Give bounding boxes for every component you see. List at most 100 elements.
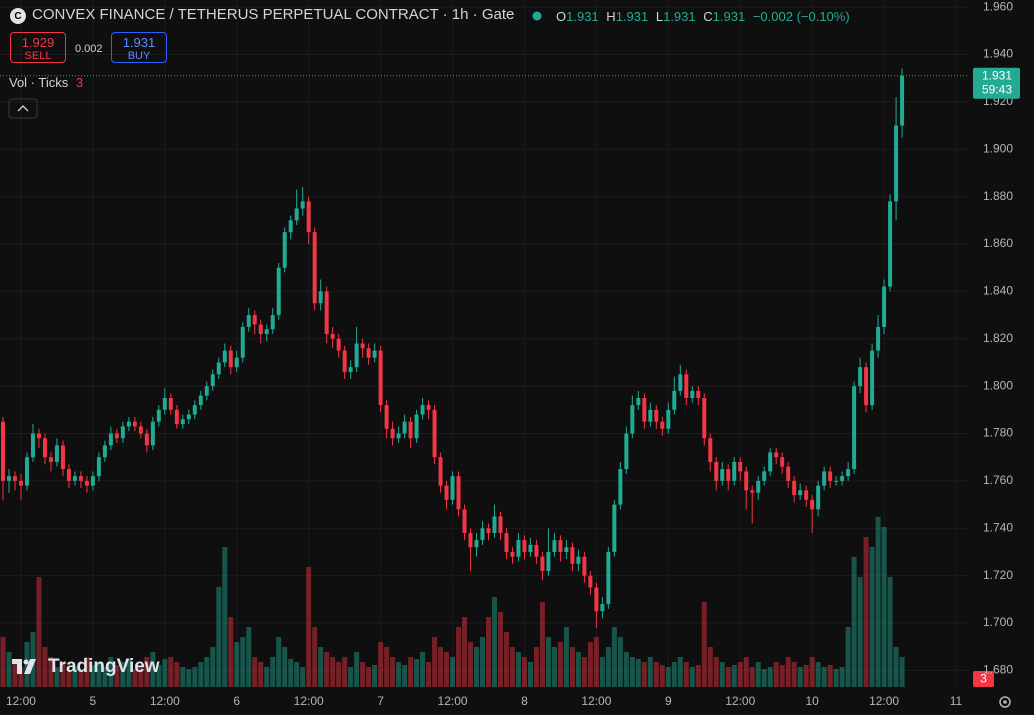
volume-bar: [288, 659, 294, 687]
candle-body: [768, 452, 773, 472]
volume-bar: [791, 662, 797, 687]
volume-bar: [144, 657, 150, 687]
y-tick-label: 1.880: [983, 189, 1013, 203]
volume-bar: [509, 647, 515, 687]
volume-bar: [240, 637, 246, 687]
candle-body: [414, 414, 419, 439]
candle-body: [306, 201, 311, 233]
collapse-button[interactable]: [8, 98, 38, 119]
candle-body: [60, 445, 65, 470]
volume-bar: [491, 597, 497, 687]
plot: [0, 0, 968, 687]
candle-body: [864, 367, 869, 406]
volume-bar: [162, 659, 168, 687]
volume-bar: [815, 662, 821, 687]
candle-body: [84, 480, 89, 486]
y-tick-label: 1.900: [983, 141, 1013, 155]
candle-body: [372, 350, 377, 358]
symbol-icon: [10, 8, 26, 24]
volume-bar: [264, 667, 270, 687]
y-tick-label: 1.800: [983, 378, 1013, 392]
candle-body: [120, 426, 125, 439]
volume-bar: [414, 659, 420, 687]
volume-bar: [731, 665, 737, 687]
candle-body: [114, 433, 119, 439]
volume-bar: [869, 547, 875, 687]
x-tick-label: 12:00: [725, 694, 755, 708]
volume-bar: [258, 662, 264, 687]
volume-bar: [575, 652, 581, 687]
volume-bar: [599, 657, 605, 687]
volume-bar: [378, 642, 384, 687]
volume-bar: [665, 667, 671, 687]
y-tick-label: 1.740: [983, 520, 1013, 534]
volume-bar: [42, 647, 48, 687]
candle-body: [396, 433, 401, 439]
candle-body: [162, 397, 167, 410]
volume-bar: [743, 657, 749, 687]
candle-body: [750, 490, 755, 493]
volume-bar: [713, 657, 719, 687]
candle-body: [48, 457, 53, 462]
settings-icon[interactable]: [999, 696, 1011, 708]
x-tick-label: 11: [950, 694, 963, 708]
candle-body: [450, 476, 455, 500]
candle-body: [420, 405, 425, 415]
candle-body: [18, 480, 23, 486]
candle-body: [210, 374, 215, 387]
volume-bar: [372, 665, 378, 687]
x-tick-label: 8: [521, 694, 528, 708]
candle-body: [642, 397, 647, 422]
volume-bar: [384, 647, 390, 687]
candle-body: [66, 469, 71, 481]
events-badge[interactable]: 3: [980, 672, 987, 686]
candle-body: [792, 480, 797, 496]
volume-bar: [827, 665, 833, 687]
logo-text: TradingView: [48, 656, 160, 677]
volume-bar: [503, 632, 509, 687]
candle-body: [24, 457, 29, 486]
candle-body: [36, 433, 41, 439]
volume-bar: [354, 652, 360, 687]
candle-body: [684, 374, 689, 398]
volume-bar: [863, 537, 869, 687]
candle-body: [744, 471, 749, 491]
events-badge-bg[interactable]: [973, 671, 994, 687]
volume-bar: [809, 657, 815, 687]
candle-body: [270, 315, 275, 330]
volume-bar: [737, 662, 743, 687]
volume-bar: [132, 669, 138, 687]
volume-bar: [420, 652, 426, 687]
volume-bar: [96, 662, 102, 687]
candle-body: [318, 291, 323, 304]
volume-bar: [683, 662, 689, 687]
l-value: 1.931: [663, 9, 696, 24]
x-tick-label: 12:00: [150, 694, 180, 708]
x-tick-label: 5: [90, 694, 97, 708]
candle-body: [600, 604, 605, 612]
buy-button[interactable]: 1.931 BUY: [111, 32, 167, 63]
volume-bar: [767, 667, 773, 687]
volume-bar: [186, 669, 192, 687]
volume-bar: [485, 617, 491, 687]
candle-body: [192, 405, 197, 415]
sell-button[interactable]: 1.929 SELL: [10, 32, 66, 63]
candle-body: [846, 469, 851, 477]
c-label: C: [703, 9, 713, 24]
volume-bar: [785, 657, 791, 687]
candle-body: [636, 397, 641, 406]
candle-body: [546, 551, 551, 571]
candle-body: [144, 433, 149, 446]
volume-bar: [641, 662, 647, 687]
candle-body: [894, 125, 899, 202]
volume-bar: [276, 637, 282, 687]
candle-body: [264, 329, 269, 335]
candle-body: [726, 469, 731, 481]
candle-body: [852, 386, 857, 470]
volume-bar: [551, 647, 557, 687]
volume-bar: [899, 657, 905, 687]
candle-body: [696, 390, 701, 398]
interval: 1h: [451, 6, 469, 23]
volume-bar: [845, 627, 851, 687]
volume-bar: [521, 657, 527, 687]
